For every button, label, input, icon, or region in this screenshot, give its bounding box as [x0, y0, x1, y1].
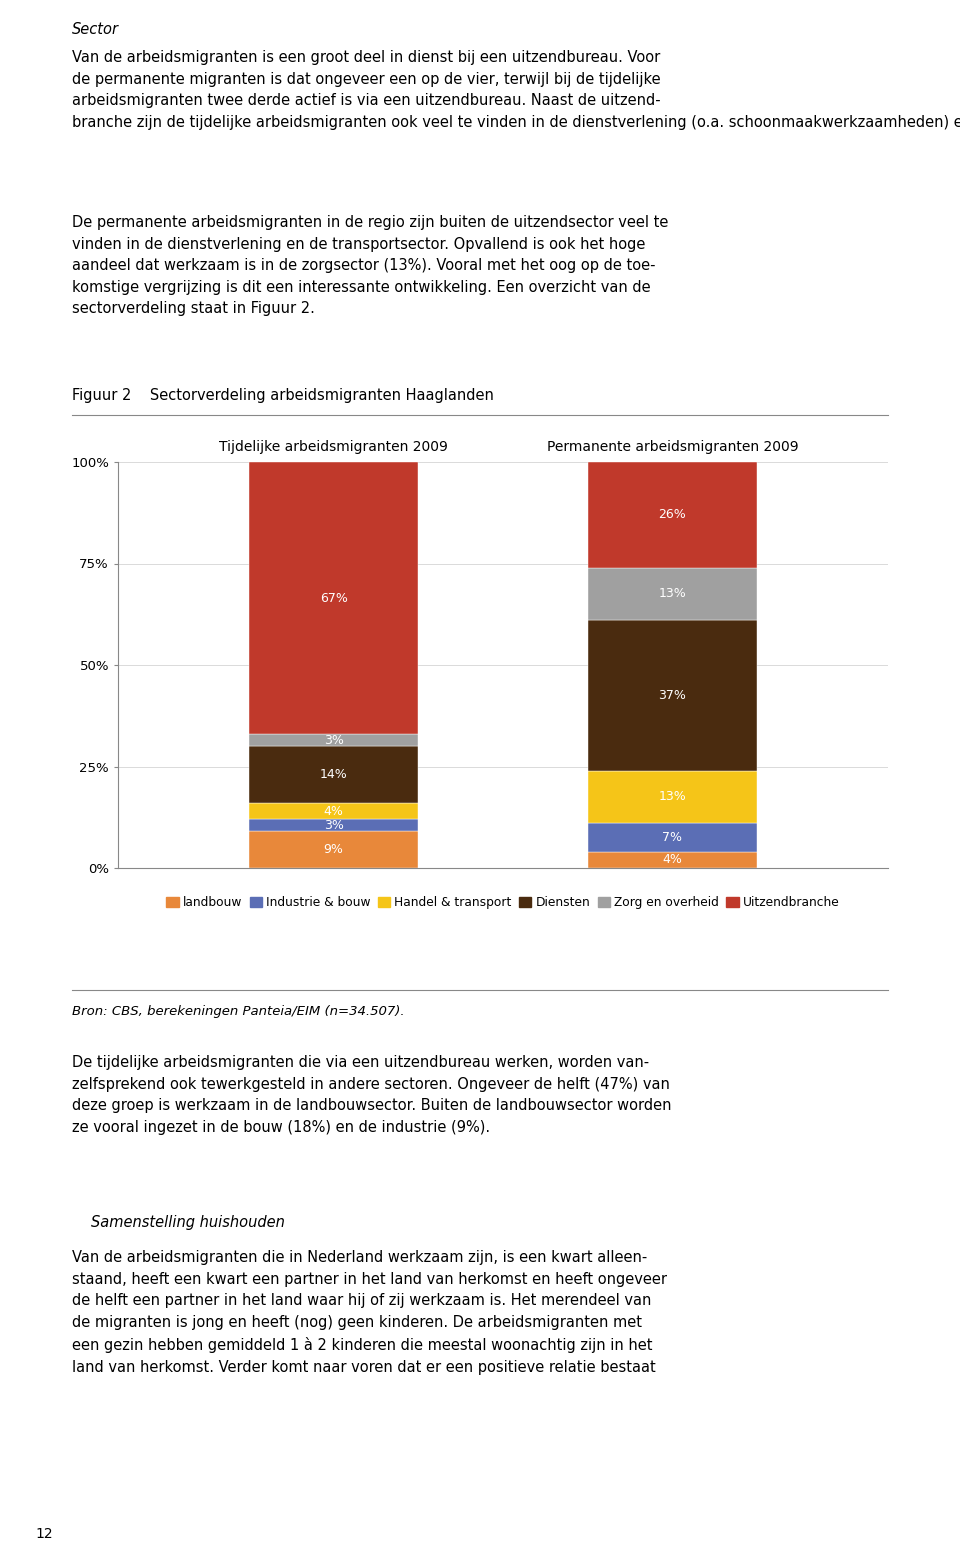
Text: De permanente arbeidsmigranten in de regio zijn buiten de uitzendsector veel te
: De permanente arbeidsmigranten in de reg…	[72, 215, 668, 317]
Text: 3%: 3%	[324, 733, 344, 747]
Legend: landbouw, Industrie & bouw, Handel & transport, Diensten, Zorg en overheid, Uitz: landbouw, Industrie & bouw, Handel & tra…	[166, 896, 840, 910]
Bar	[588, 568, 757, 620]
Text: Van de arbeidsmigranten is een groot deel in dienst bij een uitzendbureau. Voor
: Van de arbeidsmigranten is een groot dee…	[72, 50, 960, 130]
Bar	[588, 852, 757, 868]
Bar	[249, 831, 419, 868]
Bar	[588, 770, 757, 823]
Text: De tijdelijke arbeidsmigranten die via een uitzendbureau werken, worden van-
zel: De tijdelijke arbeidsmigranten die via e…	[72, 1055, 671, 1135]
Bar	[249, 803, 419, 820]
Text: 37%: 37%	[659, 688, 686, 702]
Text: Figuur 2    Sectorverdeling arbeidsmigranten Haaglanden: Figuur 2 Sectorverdeling arbeidsmigrante…	[72, 388, 493, 404]
Text: 9%: 9%	[324, 843, 344, 855]
Text: 26%: 26%	[659, 509, 686, 521]
Bar	[249, 733, 419, 746]
Text: Bron: CBS, berekeningen Panteia/EIM (n=34.507).: Bron: CBS, berekeningen Panteia/EIM (n=3…	[72, 1006, 404, 1018]
Bar	[249, 746, 419, 803]
Bar	[249, 820, 419, 831]
Text: 13%: 13%	[659, 791, 686, 803]
Bar	[588, 823, 757, 852]
Text: 12: 12	[35, 1527, 53, 1541]
Text: Van de arbeidsmigranten die in Nederland werkzaam zijn, is een kwart alleen-
sta: Van de arbeidsmigranten die in Nederland…	[72, 1250, 667, 1375]
Text: 67%: 67%	[320, 591, 348, 605]
Text: 14%: 14%	[320, 769, 348, 781]
Bar	[249, 463, 419, 733]
Text: 7%: 7%	[662, 831, 683, 845]
Text: 3%: 3%	[324, 818, 344, 832]
Text: Permanente arbeidsmigranten 2009: Permanente arbeidsmigranten 2009	[546, 439, 798, 453]
Text: Sector: Sector	[72, 22, 119, 37]
Text: 13%: 13%	[659, 588, 686, 600]
Text: Samenstelling huishouden: Samenstelling huishouden	[91, 1214, 285, 1230]
Text: Tijdelijke arbeidsmigranten 2009: Tijdelijke arbeidsmigranten 2009	[219, 439, 448, 453]
Text: 4%: 4%	[324, 804, 344, 818]
Bar	[588, 463, 757, 568]
Bar	[588, 620, 757, 770]
Text: 4%: 4%	[662, 854, 683, 866]
